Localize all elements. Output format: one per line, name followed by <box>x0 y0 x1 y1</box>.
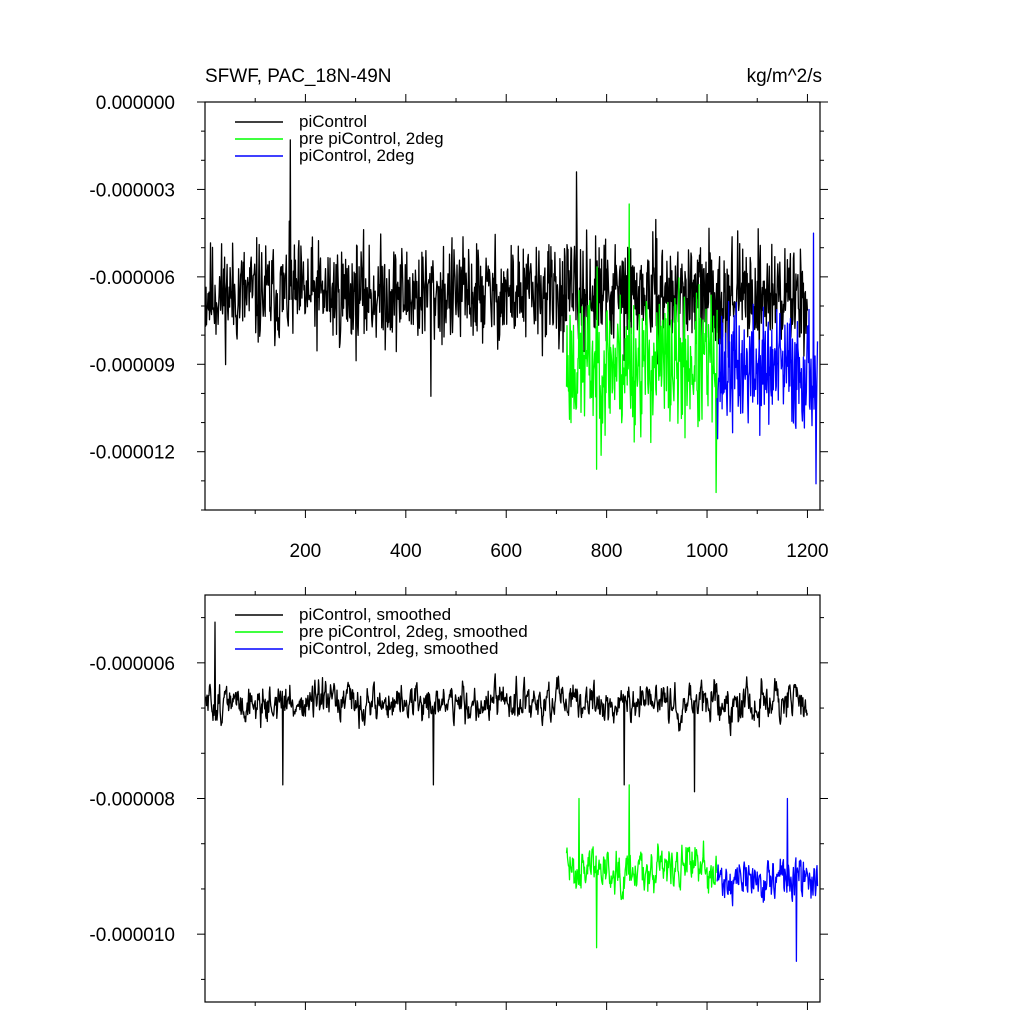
y-tick-label: -0.000010 <box>89 925 175 946</box>
legend-label: pre piControl, 2deg, smoothed <box>299 622 528 641</box>
legend-label: piControl, 2deg, smoothed <box>299 639 498 658</box>
bottom-panel-frame <box>204 594 821 1003</box>
x-tick-label: 1200 <box>786 541 828 562</box>
x-tick-label: 400 <box>390 541 422 562</box>
x-tick-label: 1000 <box>686 541 728 562</box>
y-tick-label: 0.000000 <box>96 93 175 114</box>
y-tick-label: -0.000006 <box>89 654 175 675</box>
legend-label: pre piControl, 2deg <box>299 129 444 148</box>
x-tick-label: 800 <box>591 541 623 562</box>
series-line-2 <box>565 203 718 494</box>
series-line-1 <box>204 139 809 397</box>
y-tick-label: -0.000012 <box>89 443 175 464</box>
legend-label: piControl <box>299 112 367 131</box>
figure-title: SFWF, PAC_18N-49N <box>205 66 392 87</box>
series-line-3 <box>716 232 819 485</box>
series-line-2 <box>565 784 718 949</box>
y-tick-label: -0.000009 <box>89 355 175 376</box>
bottom-panel: -0.000006 -0.000008 -0.000010 piControl, s… <box>89 587 828 1010</box>
y-tick-label: -0.000006 <box>89 268 175 289</box>
figure-units: kg/m^2/s <box>747 66 822 87</box>
series-line-1 <box>205 621 809 793</box>
y-tick-label: -0.000003 <box>89 180 175 201</box>
top-panel: 200 400 600 800 1000 1200 0.000000 -0.000003 -0.… <box>89 93 828 562</box>
y-tick-label: -0.000008 <box>89 790 175 811</box>
x-tick-label: 200 <box>290 541 322 562</box>
x-tick-label: 600 <box>490 541 522 562</box>
legend-label: piControl, smoothed <box>299 605 451 624</box>
legend-label: piControl, 2deg <box>299 146 414 165</box>
series-line-3 <box>716 797 819 962</box>
